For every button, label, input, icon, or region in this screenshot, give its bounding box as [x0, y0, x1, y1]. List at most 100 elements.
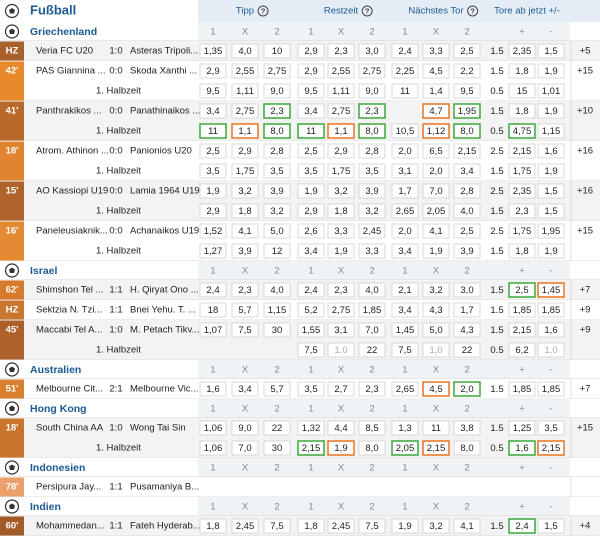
odds-cell[interactable] — [391, 518, 419, 534]
odds-cell[interactable] — [231, 302, 259, 318]
odds-cell[interactable] — [327, 342, 355, 358]
home-team[interactable]: Veria FC U20 — [36, 46, 93, 57]
odds-cell[interactable] — [263, 123, 291, 139]
odds-cell[interactable] — [391, 123, 419, 139]
more-markets[interactable]: +7 — [580, 285, 591, 296]
odds-cell[interactable] — [537, 302, 565, 318]
odds-cell[interactable] — [231, 163, 259, 179]
odds-cell[interactable] — [422, 203, 450, 219]
odds-cell[interactable] — [508, 518, 536, 534]
odds-cell[interactable] — [508, 282, 536, 298]
odds-cell[interactable] — [537, 183, 565, 199]
odds-cell[interactable] — [327, 440, 355, 456]
odds-cell[interactable] — [327, 203, 355, 219]
odds-cell[interactable] — [508, 123, 536, 139]
odds-cell[interactable] — [199, 143, 227, 159]
odds-cell[interactable] — [199, 123, 227, 139]
odds-cell[interactable] — [199, 322, 227, 338]
odds-cell[interactable] — [422, 420, 450, 436]
odds-cell[interactable] — [297, 223, 325, 239]
odds-cell[interactable] — [537, 440, 565, 456]
odds-cell[interactable] — [358, 420, 386, 436]
more-markets[interactable]: +15 — [577, 226, 593, 237]
odds-cell[interactable] — [297, 203, 325, 219]
odds-cell[interactable] — [263, 420, 291, 436]
odds-cell[interactable] — [231, 83, 259, 99]
odds-cell[interactable] — [297, 83, 325, 99]
odds-cell[interactable] — [537, 518, 565, 534]
odds-cell[interactable] — [263, 282, 291, 298]
odds-cell[interactable] — [453, 83, 481, 99]
odds-cell[interactable] — [508, 420, 536, 436]
odds-cell[interactable] — [391, 381, 419, 397]
odds-cell[interactable] — [391, 43, 419, 59]
more-markets[interactable]: +7 — [580, 384, 591, 395]
odds-cell[interactable] — [263, 83, 291, 99]
odds-cell[interactable] — [199, 282, 227, 298]
odds-cell[interactable] — [391, 223, 419, 239]
more-markets[interactable]: +4 — [580, 521, 591, 532]
odds-cell[interactable] — [327, 243, 355, 259]
odds-cell[interactable] — [391, 143, 419, 159]
odds-cell[interactable] — [358, 243, 386, 259]
odds-cell[interactable] — [297, 123, 325, 139]
more-markets[interactable]: +16 — [577, 186, 593, 197]
odds-cell[interactable] — [391, 322, 419, 338]
help-icon[interactable] — [361, 5, 373, 17]
odds-cell[interactable] — [537, 420, 565, 436]
odds-cell[interactable] — [508, 302, 536, 318]
odds-cell[interactable] — [297, 103, 325, 119]
odds-cell[interactable] — [537, 143, 565, 159]
odds-cell[interactable] — [231, 183, 259, 199]
home-team[interactable]: Shimshon Tel ... — [36, 285, 103, 296]
league-name[interactable]: Indien — [30, 501, 61, 513]
odds-cell[interactable] — [263, 440, 291, 456]
odds-cell[interactable] — [391, 83, 419, 99]
odds-cell[interactable] — [327, 123, 355, 139]
odds-cell[interactable] — [358, 183, 386, 199]
odds-cell[interactable] — [453, 183, 481, 199]
odds-cell[interactable] — [537, 243, 565, 259]
odds-cell[interactable] — [263, 183, 291, 199]
odds-cell[interactable] — [537, 223, 565, 239]
odds-cell[interactable] — [358, 163, 386, 179]
home-team[interactable]: PAS Giannina ... — [36, 66, 106, 77]
odds-cell[interactable] — [231, 440, 259, 456]
odds-cell[interactable] — [199, 243, 227, 259]
odds-cell[interactable] — [453, 123, 481, 139]
odds-cell[interactable] — [199, 518, 227, 534]
odds-cell[interactable] — [297, 163, 325, 179]
odds-cell[interactable] — [453, 223, 481, 239]
away-team[interactable]: Bnei Yehu. T. ... — [130, 305, 196, 316]
odds-cell[interactable] — [297, 243, 325, 259]
odds-cell[interactable] — [358, 282, 386, 298]
odds-cell[interactable] — [231, 43, 259, 59]
odds-cell[interactable] — [422, 63, 450, 79]
odds-cell[interactable] — [327, 322, 355, 338]
odds-cell[interactable] — [537, 103, 565, 119]
odds-cell[interactable] — [453, 420, 481, 436]
league-name[interactable]: Griechenland — [30, 26, 97, 38]
odds-cell[interactable] — [327, 282, 355, 298]
odds-cell[interactable] — [231, 223, 259, 239]
odds-cell[interactable] — [422, 183, 450, 199]
odds-cell[interactable] — [231, 420, 259, 436]
home-team[interactable]: South China AA — [36, 423, 104, 434]
odds-cell[interactable] — [391, 203, 419, 219]
away-team[interactable]: Melbourne Vic... — [130, 384, 198, 395]
odds-cell[interactable] — [422, 518, 450, 534]
odds-cell[interactable] — [199, 163, 227, 179]
odds-cell[interactable] — [453, 143, 481, 159]
away-team[interactable]: Pusamaniya B... — [130, 482, 199, 493]
odds-cell[interactable] — [537, 282, 565, 298]
odds-cell[interactable] — [199, 63, 227, 79]
odds-cell[interactable] — [358, 322, 386, 338]
home-team[interactable]: Paneleusiaknik... — [36, 226, 108, 237]
odds-cell[interactable] — [453, 440, 481, 456]
odds-cell[interactable] — [391, 420, 419, 436]
odds-cell[interactable] — [358, 518, 386, 534]
odds-cell[interactable] — [508, 381, 536, 397]
odds-cell[interactable] — [263, 223, 291, 239]
more-markets[interactable]: +9 — [580, 325, 591, 336]
odds-cell[interactable] — [231, 518, 259, 534]
